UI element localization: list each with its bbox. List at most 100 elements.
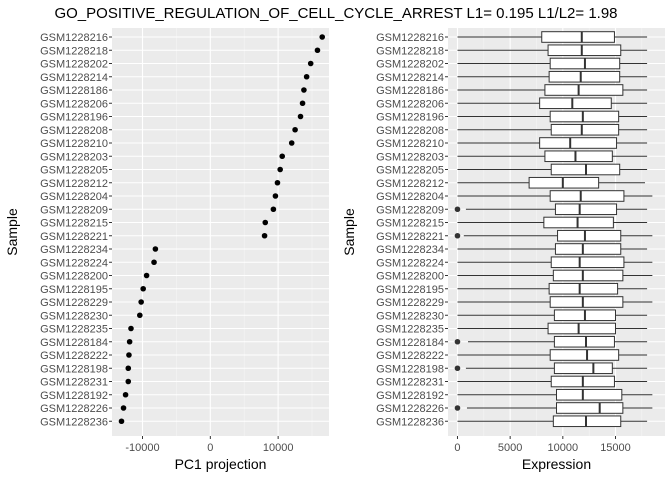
right-box — [556, 388, 623, 401]
left-data-point — [303, 73, 310, 80]
left-y-tick-label: GSM1228230 — [40, 310, 108, 322]
left-y-tick-label: GSM1228203 — [40, 151, 108, 163]
left-data-point — [128, 325, 134, 332]
right-x-tick-label: 5000 — [498, 442, 522, 454]
right-box — [548, 70, 621, 83]
left-x-axis: -10000 0 10000 — [125, 436, 293, 454]
left-data-point — [126, 352, 132, 358]
left-y-tick-label: GSM1228218 — [40, 45, 108, 57]
left-data-point — [292, 126, 298, 133]
right-box — [554, 243, 622, 255]
right-box — [547, 44, 622, 57]
right-box — [549, 190, 625, 202]
left-y-tick-label: GSM1228204 — [40, 191, 108, 203]
right-box — [549, 349, 620, 361]
left-data-point — [279, 153, 286, 160]
left-data-point — [152, 246, 159, 252]
left-y-tick-label: GSM1228184 — [40, 337, 108, 349]
right-x-tick-label: 15000 — [600, 442, 631, 454]
right-box — [547, 322, 616, 335]
left-data-point — [319, 34, 326, 40]
right-y-tick-label: GSM1228214 — [376, 72, 444, 84]
left-data-point — [120, 405, 127, 411]
left-y-tick-label: GSM1228200 — [40, 271, 108, 283]
right-y-tick-label: GSM1228186 — [376, 85, 444, 97]
left-data-point — [126, 338, 133, 345]
right-y-tick-label: GSM1228212 — [376, 178, 444, 190]
left-y-tick-label: GSM1228221 — [40, 231, 108, 243]
right-y-tick-label: GSM1228235 — [376, 324, 444, 336]
right-box — [556, 402, 624, 414]
right-y-tick-label: GSM1228234 — [376, 244, 444, 256]
left-data-point — [143, 272, 150, 279]
left-data-point — [140, 285, 146, 292]
left-y-axis-label: Sample — [4, 208, 20, 256]
right-y-axis-label: Sample — [341, 208, 357, 256]
right-box — [552, 269, 624, 282]
right-y-tick-label: GSM1228216 — [376, 32, 444, 44]
right-outlier-point — [454, 405, 461, 411]
right-box — [550, 123, 620, 136]
left-data-point — [299, 100, 306, 107]
left-y-tick-label: GSM1228236 — [40, 416, 108, 428]
right-y-tick-label: GSM1228231 — [376, 377, 444, 389]
left-y-tick-label: GSM1228231 — [40, 377, 108, 389]
right-boxplots — [454, 31, 653, 428]
right-x-tick-label: 0 — [454, 442, 460, 454]
right-y-tick-label: GSM1228205 — [376, 165, 444, 177]
left-data-point — [262, 219, 269, 226]
left-y-tick-label: GSM1228214 — [40, 72, 108, 84]
right-box — [557, 229, 622, 242]
left-points — [118, 34, 326, 425]
right-outlier-point — [454, 232, 461, 239]
left-plot-panel — [112, 28, 329, 436]
right-y-tick-label: GSM1228215 — [376, 218, 444, 230]
left-y-tick-label: GSM1228215 — [40, 218, 108, 230]
right-box — [544, 150, 613, 163]
right-box — [550, 256, 625, 269]
left-y-tick-label: GSM1228216 — [40, 32, 108, 44]
left-data-point — [307, 60, 314, 67]
right-y-tick-label: GSM1228210 — [376, 138, 444, 150]
left-x-tick-label: 0 — [207, 442, 213, 454]
left-y-tick-label: GSM1228195 — [40, 284, 108, 296]
left-y-tick-label: GSM1228186 — [40, 85, 108, 97]
right-y-tick-label: GSM1228222 — [376, 350, 444, 362]
right-x-tick-label: 10000 — [548, 442, 579, 454]
right-box — [554, 203, 618, 216]
left-x-tick-label: -10000 — [125, 442, 159, 454]
right-box — [543, 216, 614, 229]
left-x-axis-label: PC1 projection — [175, 456, 267, 472]
left-data-point — [301, 87, 307, 93]
right-y-tick-label: GSM1228192 — [376, 390, 444, 402]
left-data-point — [288, 140, 295, 146]
left-data-point — [137, 312, 143, 319]
right-x-axis: 0 5000 10000 15000 — [454, 436, 631, 454]
right-box — [539, 97, 612, 110]
left-data-point — [261, 232, 268, 239]
left-y-tick-label: GSM1228205 — [40, 165, 108, 177]
right-y-tick-label: GSM1228198 — [376, 363, 444, 375]
left-y-tick-label: GSM1228210 — [40, 138, 108, 150]
right-y-tick-label: GSM1228230 — [376, 310, 444, 322]
left-y-tick-label: GSM1228198 — [40, 363, 108, 375]
left-y-tick-label: GSM1228202 — [40, 59, 108, 71]
right-y-tick-label: GSM1228196 — [376, 112, 444, 124]
left-data-point — [118, 418, 125, 425]
left-data-point — [270, 206, 277, 213]
left-y-tick-label: GSM1228209 — [40, 204, 108, 216]
left-y-tick-label: GSM1228222 — [40, 350, 108, 362]
left-y-tick-label: GSM1228226 — [40, 403, 108, 415]
left-y-tick-label: GSM1228224 — [40, 257, 108, 269]
right-outlier-point — [454, 206, 461, 213]
left-y-tick-label: GSM1228229 — [40, 297, 108, 309]
left-y-tick-label: GSM1228234 — [40, 244, 108, 256]
left-data-point — [314, 47, 321, 54]
left-data-point — [122, 391, 129, 398]
left-data-point — [125, 365, 132, 372]
left-x-tick-label: 10000 — [263, 442, 294, 454]
left-data-point — [125, 378, 132, 385]
right-box — [552, 415, 622, 428]
right-y-tick-label: GSM1228200 — [376, 271, 444, 283]
